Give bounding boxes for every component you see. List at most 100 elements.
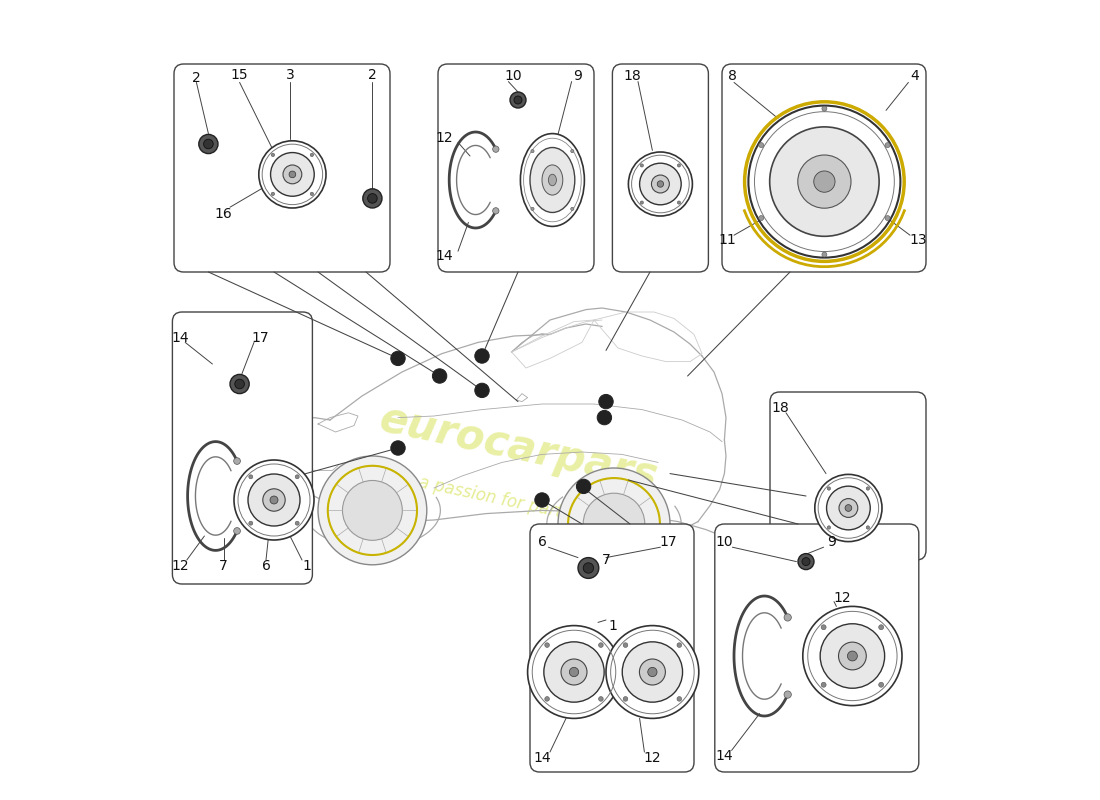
Text: 12: 12 [172, 559, 189, 574]
Circle shape [578, 558, 598, 578]
Text: 7: 7 [602, 553, 610, 567]
Circle shape [838, 642, 867, 670]
Text: 18: 18 [624, 69, 641, 83]
Circle shape [678, 164, 681, 167]
Circle shape [822, 106, 827, 111]
Circle shape [827, 487, 830, 490]
Text: 14: 14 [716, 749, 734, 763]
Circle shape [576, 479, 591, 494]
Text: 6: 6 [538, 535, 547, 550]
Circle shape [390, 441, 405, 455]
Circle shape [390, 351, 405, 366]
Circle shape [822, 682, 826, 687]
Circle shape [678, 201, 681, 204]
Circle shape [827, 526, 830, 529]
Circle shape [248, 474, 300, 526]
Circle shape [272, 192, 275, 195]
Text: 12: 12 [833, 590, 850, 605]
Circle shape [475, 349, 490, 363]
Text: 1: 1 [302, 559, 311, 574]
Circle shape [640, 201, 643, 204]
Circle shape [583, 563, 594, 573]
Circle shape [639, 659, 665, 685]
Text: 1: 1 [608, 618, 617, 633]
Circle shape [886, 215, 890, 221]
Text: a passion for parts since 1985: a passion for parts since 1985 [417, 473, 667, 543]
Circle shape [770, 127, 879, 236]
Circle shape [814, 171, 835, 192]
Circle shape [815, 474, 882, 542]
Text: eurocarpars: eurocarpars [375, 398, 661, 498]
Circle shape [295, 521, 299, 525]
Circle shape [598, 642, 603, 647]
Circle shape [676, 642, 682, 647]
Circle shape [759, 142, 763, 148]
Circle shape [493, 146, 499, 152]
Circle shape [258, 141, 326, 208]
Text: 8: 8 [728, 69, 737, 83]
Text: 3: 3 [286, 68, 295, 82]
Circle shape [866, 487, 870, 490]
Circle shape [597, 410, 612, 425]
Circle shape [367, 194, 377, 203]
Circle shape [802, 558, 810, 566]
Circle shape [199, 134, 218, 154]
Circle shape [272, 154, 275, 157]
Circle shape [283, 165, 301, 184]
Circle shape [230, 374, 250, 394]
Circle shape [784, 691, 791, 698]
FancyBboxPatch shape [438, 64, 594, 272]
Ellipse shape [530, 147, 575, 213]
Circle shape [571, 207, 574, 210]
Text: 13: 13 [910, 233, 927, 247]
Text: 15: 15 [231, 68, 249, 82]
Circle shape [535, 493, 549, 507]
Ellipse shape [549, 174, 557, 186]
Circle shape [759, 215, 763, 221]
Circle shape [798, 554, 814, 570]
Circle shape [798, 155, 851, 208]
Circle shape [639, 163, 681, 205]
Circle shape [561, 659, 587, 685]
Circle shape [544, 697, 549, 702]
Circle shape [784, 614, 791, 621]
Circle shape [866, 526, 870, 529]
Circle shape [886, 142, 890, 148]
Circle shape [826, 486, 870, 530]
Circle shape [493, 208, 499, 214]
Circle shape [514, 96, 522, 104]
Ellipse shape [542, 165, 563, 195]
Circle shape [270, 496, 278, 504]
Circle shape [263, 489, 285, 511]
Circle shape [657, 181, 663, 187]
Text: 11: 11 [718, 233, 737, 247]
Circle shape [628, 152, 692, 216]
Circle shape [310, 192, 314, 195]
Circle shape [234, 379, 244, 389]
Circle shape [821, 624, 884, 688]
Circle shape [624, 642, 628, 647]
Circle shape [289, 171, 296, 178]
Circle shape [583, 493, 645, 555]
Circle shape [233, 458, 241, 464]
Circle shape [879, 682, 883, 687]
Circle shape [648, 667, 657, 677]
Circle shape [233, 528, 241, 534]
Circle shape [363, 189, 382, 208]
Circle shape [234, 460, 313, 540]
Circle shape [310, 154, 314, 157]
Text: 12: 12 [436, 130, 453, 145]
Text: 14: 14 [172, 330, 189, 345]
Text: 10: 10 [716, 535, 734, 550]
Circle shape [249, 521, 253, 525]
Circle shape [544, 642, 549, 647]
Text: 2: 2 [192, 71, 201, 86]
Circle shape [249, 475, 253, 479]
Circle shape [204, 139, 213, 149]
Circle shape [598, 394, 613, 409]
Circle shape [271, 153, 315, 196]
Circle shape [510, 92, 526, 108]
Circle shape [623, 642, 683, 702]
Circle shape [570, 667, 579, 677]
Circle shape [822, 252, 827, 257]
